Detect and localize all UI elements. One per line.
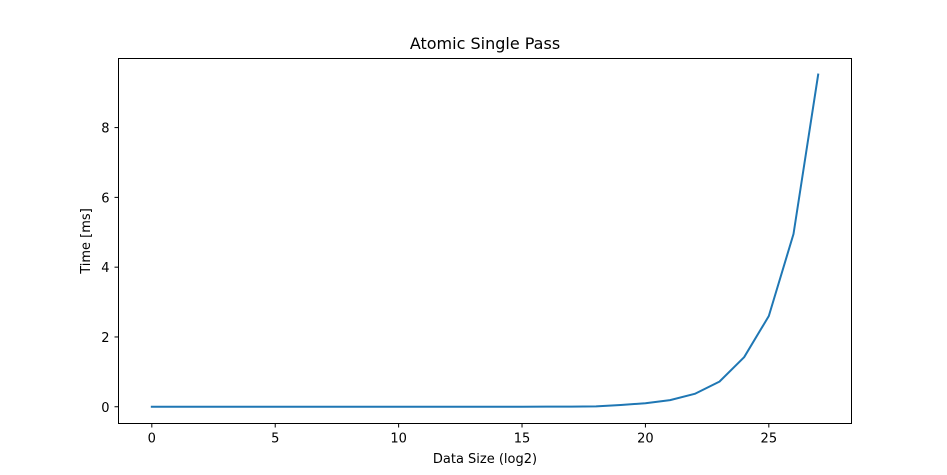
y-tick-label: 2 [101, 331, 109, 346]
y-axis-label: Time [ms] [79, 208, 94, 275]
x-tick-label: 0 [148, 432, 156, 447]
plot-area [150, 73, 820, 408]
y-tick-label: 0 [101, 401, 109, 416]
x-axis-label: Data Size (log2) [433, 452, 537, 467]
plot-frame [118, 58, 852, 424]
chart-title: Atomic Single Pass [410, 34, 560, 53]
y-tick-label: 8 [101, 122, 109, 137]
y-tick-label: 6 [101, 191, 109, 206]
x-axis: 0 5 10 15 20 25 [148, 423, 778, 447]
series-line-0 [150, 73, 820, 408]
y-axis: 0 2 4 6 8 [101, 122, 119, 416]
x-tick-label: 15 [514, 432, 531, 447]
x-tick-label: 10 [390, 432, 407, 447]
y-tick-label: 4 [101, 261, 109, 276]
x-tick-label: 5 [271, 432, 279, 447]
x-tick-label: 25 [761, 432, 778, 447]
x-tick-label: 20 [637, 432, 654, 447]
